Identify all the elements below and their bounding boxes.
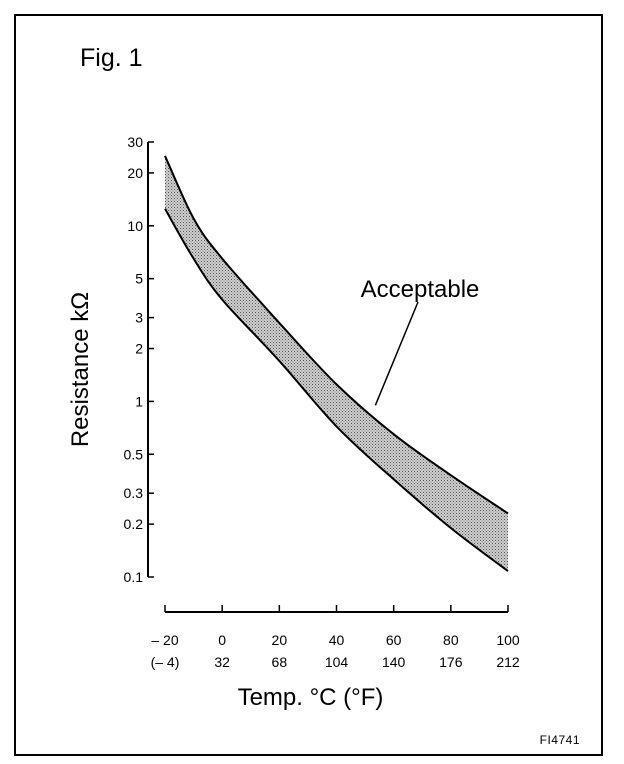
y-axis-title: Resistance kΩ <box>67 292 94 447</box>
x-tick-label-fahrenheit: 212 <box>496 654 520 670</box>
acceptable-band-fill <box>165 155 508 572</box>
x-tick-label-fahrenheit: 140 <box>382 654 406 670</box>
x-tick-label-fahrenheit: (– 4) <box>151 654 180 670</box>
axes <box>147 141 509 613</box>
x-tick-label-fahrenheit: 32 <box>214 654 230 670</box>
upper-limit-line <box>164 155 509 515</box>
y-tick-label: 0.2 <box>124 516 144 532</box>
x-tick-label-celsius: 40 <box>329 632 345 648</box>
y-tick-label: 2 <box>135 341 143 357</box>
y-tick-label: 0.3 <box>124 485 144 501</box>
y-tick-label: 10 <box>127 218 143 234</box>
y-tick-label: 1 <box>135 393 143 409</box>
x-tick-label-fahrenheit: 176 <box>439 654 463 670</box>
figure-code: FI4741 <box>539 733 580 747</box>
annotation-acceptable: Acceptable <box>361 276 480 303</box>
acceptable-band <box>164 155 509 572</box>
y-tick-label: 5 <box>135 271 143 287</box>
x-tick-label-celsius: 0 <box>218 632 226 648</box>
y-tick-label: 3 <box>135 310 143 326</box>
lower-limit-line <box>164 208 509 572</box>
y-tick-label: 0.1 <box>124 569 144 585</box>
x-tick-label-celsius: 60 <box>386 632 402 648</box>
y-tick-label: 0.5 <box>124 446 144 462</box>
y-tick-label: 30 <box>127 134 143 150</box>
x-tick-label-fahrenheit: 68 <box>272 654 288 670</box>
x-tick-label-celsius: 80 <box>443 632 459 648</box>
x-axis-title: Temp. °C (°F) <box>238 684 384 711</box>
x-tick-label-celsius: – 20 <box>151 632 178 648</box>
x-tick-label-celsius: 20 <box>272 632 288 648</box>
annotation-leader-line <box>374 301 419 406</box>
x-tick-label-fahrenheit: 104 <box>325 654 349 670</box>
figure-frame <box>14 14 603 756</box>
labels: 0.1 0.2 0.3 0.5 1 2 3 5 10 20 30 – 20 (– 4) 0 32 20 68 40… <box>67 134 520 711</box>
y-tick-label: 20 <box>127 165 143 181</box>
figure-title: Fig. 1 <box>80 44 143 72</box>
x-tick-label-celsius: 100 <box>496 632 520 648</box>
